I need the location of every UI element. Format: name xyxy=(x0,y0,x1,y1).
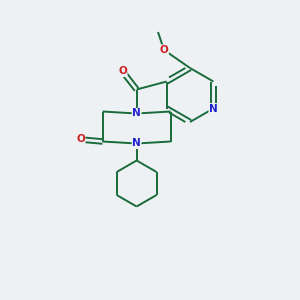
Text: O: O xyxy=(118,67,127,76)
Text: N: N xyxy=(132,139,141,148)
Text: N: N xyxy=(209,103,218,113)
Text: N: N xyxy=(132,109,141,118)
Text: O: O xyxy=(160,45,168,55)
Text: O: O xyxy=(76,134,85,145)
